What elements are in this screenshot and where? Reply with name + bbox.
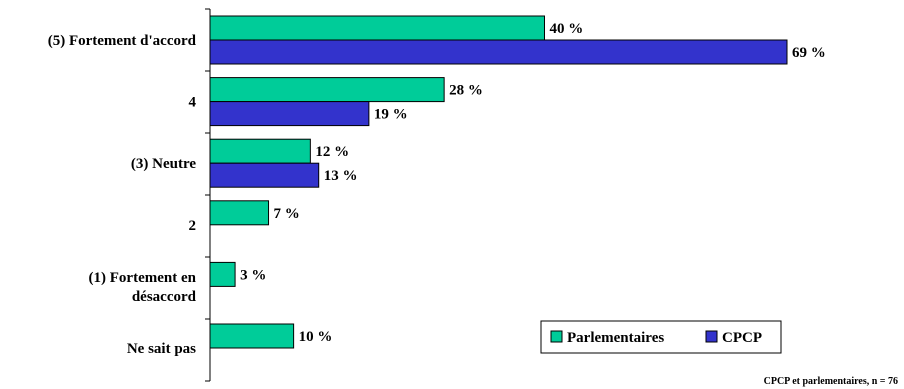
category-label: (3) Neutre [131, 156, 196, 172]
bar-parlementaires [209, 15, 545, 41]
bars-layer [209, 15, 788, 349]
legend-swatch-cpcp [705, 330, 718, 343]
value-label: 13 % [324, 168, 358, 184]
legend-label-cpcp: CPCP [722, 330, 762, 346]
category-label: (5) Fortement d'accord [48, 33, 197, 49]
value-label: 28 % [449, 83, 483, 99]
footnote: CPCP et parlementaires, n = 76 [763, 376, 898, 387]
category-label: 4 [189, 95, 197, 111]
bar-parlementaires [209, 261, 236, 287]
value-label: 7 % [274, 206, 300, 222]
bar-parlementaires [209, 138, 311, 164]
category-label: 2 [189, 218, 197, 234]
category-label: Ne sait pas [127, 341, 196, 357]
bar-parlementaires [209, 323, 295, 349]
value-label: 12 % [315, 144, 349, 160]
category-label: (1) Fortement en désaccord [89, 270, 197, 305]
value-label: 19 % [374, 107, 408, 123]
value-label: 69 % [792, 45, 826, 61]
bar-cpcp [209, 162, 320, 188]
bar-cpcp [209, 101, 370, 127]
value-label: 10 % [299, 329, 333, 345]
legend-label-parlementaires: Parlementaires [567, 330, 664, 346]
legend: Parlementaires CPCP [540, 320, 782, 354]
value-label: 3 % [240, 267, 266, 283]
bar-parlementaires [209, 200, 270, 226]
legend-swatch-parlementaires [550, 330, 563, 343]
value-label: 40 % [549, 21, 583, 37]
legend-box [540, 320, 782, 354]
axis-layer [205, 8, 211, 382]
bar-cpcp [209, 39, 788, 65]
bar-parlementaires [209, 77, 445, 103]
labels-layer: (5) Fortement d'accord 40 % 69 % 4 28 % 19 % (… [48, 21, 826, 357]
